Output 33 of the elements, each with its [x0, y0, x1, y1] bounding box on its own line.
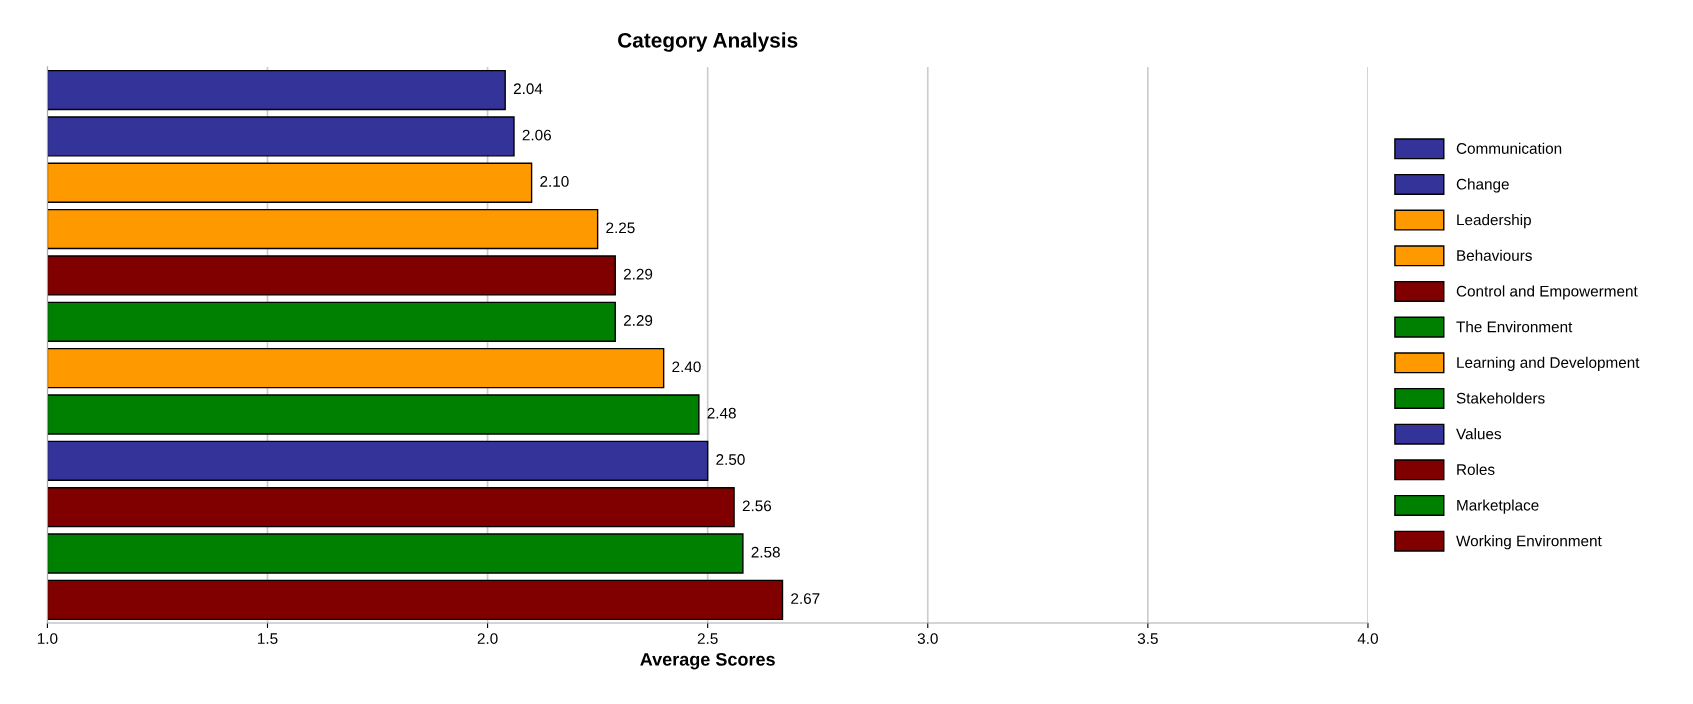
x-tick-label: 4.0	[1357, 633, 1378, 644]
data-label: 2.58	[751, 546, 780, 558]
x-tick-label: 1.0	[37, 633, 58, 644]
legend-label: Behaviours	[1457, 249, 1532, 261]
data-label: 2.04	[513, 83, 543, 95]
data-label: 2.25	[606, 222, 635, 234]
data-label: 2.10	[540, 176, 569, 187]
data-label: 2.50	[716, 454, 745, 465]
legend-label: Control and Empowerment	[1456, 285, 1638, 300]
x-tick-label: 1.5	[258, 633, 278, 644]
legend-label: Stakeholders	[1456, 392, 1545, 404]
x-tick-label: 3.0	[917, 633, 938, 644]
data-label: 2.48	[707, 407, 736, 419]
data-label: 2.67	[791, 593, 820, 604]
data-label: 2.29	[623, 268, 653, 280]
x-tick-label: 2.5	[697, 633, 718, 644]
legend-label: Leadership	[1457, 214, 1531, 229]
legend-label: Roles	[1457, 463, 1495, 475]
chart-title: Category Analysis	[618, 32, 798, 52]
x-tick-label: 2.0	[477, 633, 498, 644]
legend-label: Working Environment	[1456, 535, 1602, 550]
data-label: 2.56	[742, 500, 772, 512]
x-axis-title: Average Scores	[640, 652, 775, 670]
data-label: 2.06	[522, 129, 551, 141]
data-label: 2.29	[623, 315, 653, 326]
legend-label: The Environment	[1456, 321, 1573, 333]
data-label: 2.40	[672, 361, 701, 373]
legend-label: Change	[1456, 178, 1509, 193]
x-tick-label: 3.5	[1137, 633, 1158, 644]
legend-label: Communication	[1456, 142, 1562, 154]
legend-label: Learning and Development	[1457, 356, 1640, 371]
legend-label: Marketplace	[1457, 499, 1539, 514]
legend-label: Values	[1456, 428, 1502, 440]
